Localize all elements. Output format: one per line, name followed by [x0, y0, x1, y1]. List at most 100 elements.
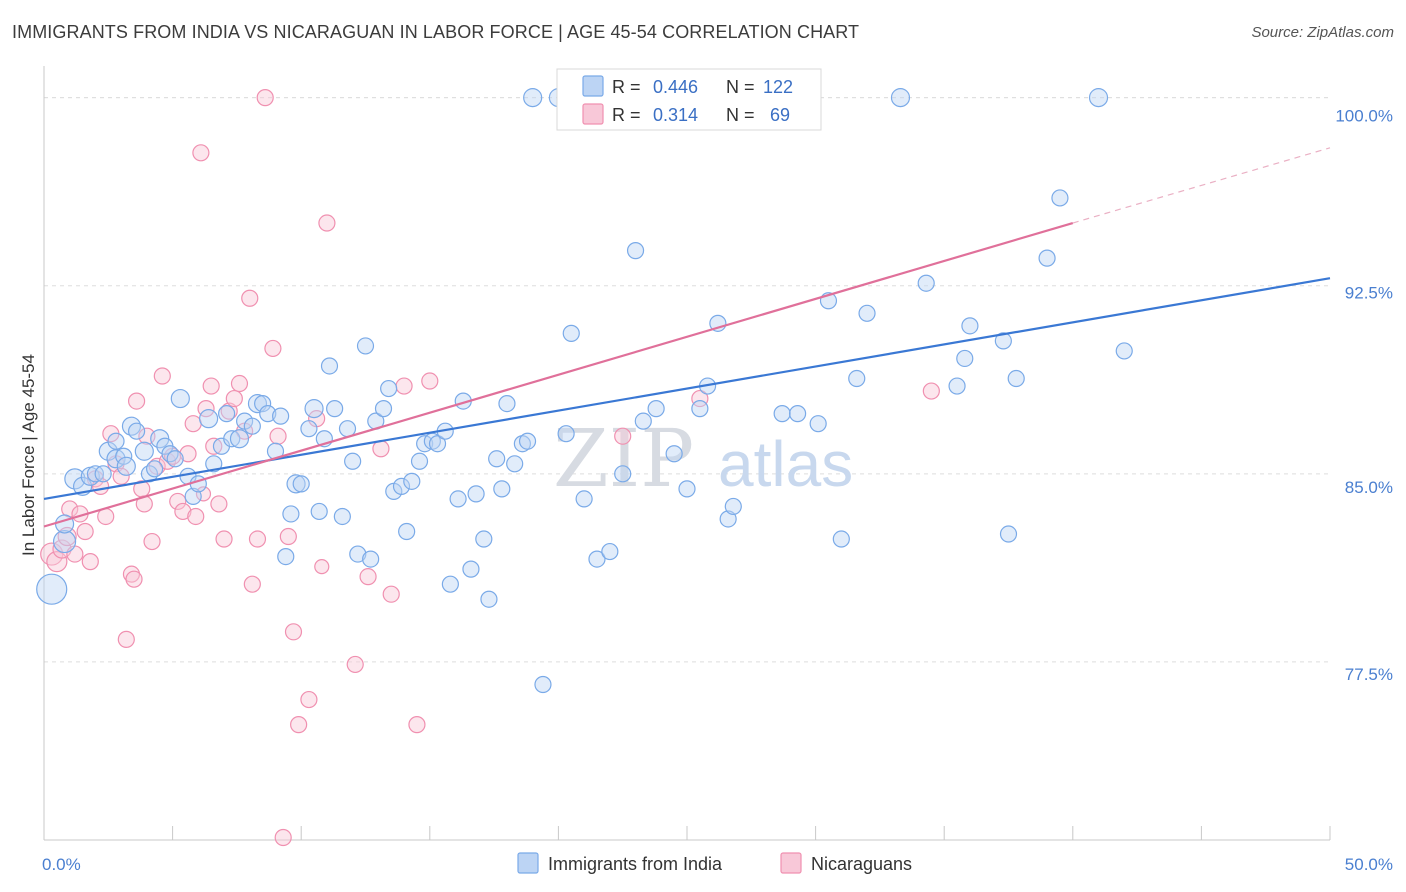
- india-r-label: R =: [612, 77, 641, 97]
- nicaragua-n-value: 69: [770, 105, 790, 125]
- india-point-59: [392, 477, 411, 495]
- nicaragua-trend-line: [43, 221, 1074, 528]
- nicaragua-n-label: N =: [726, 105, 755, 125]
- nicaragua-point-14: [112, 467, 130, 485]
- india-point-51: [344, 452, 362, 470]
- india-point-97: [719, 510, 737, 528]
- india-point-98: [724, 497, 742, 516]
- india-point-14: [127, 422, 146, 440]
- india-point-115: [1038, 249, 1056, 267]
- watermark: ZIP atlas: [553, 412, 853, 505]
- india-point-72: [475, 530, 493, 548]
- nicaragua-point-16: [122, 565, 141, 583]
- nicaragua-point-50: [284, 623, 303, 641]
- nicaragua-point-27: [169, 492, 187, 511]
- india-point-40: [282, 505, 300, 523]
- india-point-48: [326, 400, 344, 418]
- india-legend-swatch: [582, 75, 604, 97]
- india-point-56: [374, 400, 393, 418]
- india-point-73: [480, 590, 498, 608]
- india-point-61: [403, 472, 421, 490]
- nicaragua-point-51: [290, 716, 308, 734]
- nicaragua-point-1: [46, 551, 68, 573]
- india-point-62: [410, 452, 429, 470]
- india-point-15: [134, 441, 154, 461]
- india-point-87: [601, 542, 619, 561]
- india-point-88: [614, 465, 632, 483]
- watermark-atlas: atlas: [718, 428, 853, 500]
- nicaragua-point-17: [125, 570, 143, 588]
- india-point-77: [506, 455, 524, 473]
- india-trend-line: [43, 277, 1331, 500]
- india-point-109: [948, 377, 966, 395]
- nicaragua-point-29: [179, 445, 197, 463]
- nicaragua-point-28: [174, 502, 192, 521]
- india-point-111: [961, 317, 979, 335]
- india-point-49: [333, 507, 351, 526]
- india-point-92: [665, 445, 683, 463]
- india-point-108: [917, 274, 935, 292]
- india-point-84: [562, 324, 580, 342]
- nicaragua-point-52: [300, 690, 318, 709]
- nicaragua-point-24: [153, 367, 171, 385]
- x-tick-labels: 0.0% 50.0%: [42, 855, 1393, 874]
- india-point-110: [956, 349, 974, 368]
- india-point-76: [498, 395, 516, 413]
- nicaragua-point-3: [57, 526, 77, 547]
- nicaragua-legend-swatch: [582, 103, 604, 125]
- nicaragua-point-32: [192, 144, 210, 162]
- india-point-22: [170, 388, 190, 409]
- india-point-101: [788, 405, 807, 423]
- india-point-0: [36, 573, 68, 605]
- india-r-value: 0.446: [653, 77, 698, 97]
- india-point-33: [243, 417, 261, 435]
- india-point-93: [678, 480, 696, 498]
- nicaragua-trend-extension: [1072, 147, 1331, 224]
- india-point-104: [832, 530, 850, 548]
- india-point-86: [588, 550, 606, 568]
- trend-lines: [43, 147, 1331, 528]
- nicaragua-point-64: [614, 427, 632, 445]
- series-legend: Immigrants from India Nicaraguans: [517, 852, 912, 874]
- nicaragua-point-67: [314, 559, 330, 575]
- india-point-29: [218, 405, 236, 423]
- india-point-118: [1115, 342, 1133, 360]
- india-point-43: [300, 420, 318, 438]
- y-tick-label-1: 85.0%: [1345, 478, 1393, 497]
- india-point-65: [428, 435, 447, 453]
- india-n-value: 122: [763, 77, 793, 97]
- nicaragua-point-55: [346, 655, 364, 674]
- india-point-67: [441, 575, 459, 593]
- india-point-94: [691, 400, 709, 418]
- india-point-35: [254, 395, 272, 413]
- nicaragua-point-60: [408, 716, 426, 734]
- y-tick-label-2: 92.5%: [1345, 284, 1393, 303]
- india-point-105: [848, 369, 866, 388]
- india-point-20: [161, 445, 179, 463]
- nicaragua-point-8: [81, 553, 99, 571]
- nicaragua-point-7: [76, 522, 94, 541]
- nicaragua-point-44: [248, 530, 267, 548]
- india-point-83: [557, 425, 575, 443]
- india-point-42: [292, 475, 310, 493]
- india-point-21: [166, 450, 184, 468]
- india-point-74: [488, 450, 506, 468]
- india-point-100: [773, 405, 791, 423]
- india-point-12: [116, 456, 136, 476]
- india-point-116: [1051, 189, 1069, 207]
- india-point-113: [999, 525, 1018, 543]
- nicaragua-point-61: [421, 372, 439, 390]
- india-point-17: [145, 460, 164, 478]
- india-point-85: [575, 490, 593, 508]
- india-point-114: [1007, 369, 1025, 388]
- india-point-38: [272, 407, 290, 425]
- nicaragua-point-39: [225, 389, 243, 408]
- nicaragua-point-65: [691, 389, 709, 408]
- nicaraguans-points: [40, 89, 940, 847]
- india-point-80: [523, 88, 543, 108]
- y-tick-label-3: 100.0%: [1335, 107, 1393, 126]
- india-points: [36, 88, 1133, 694]
- india-point-31: [229, 429, 250, 449]
- nicaragua-point-66: [922, 382, 940, 400]
